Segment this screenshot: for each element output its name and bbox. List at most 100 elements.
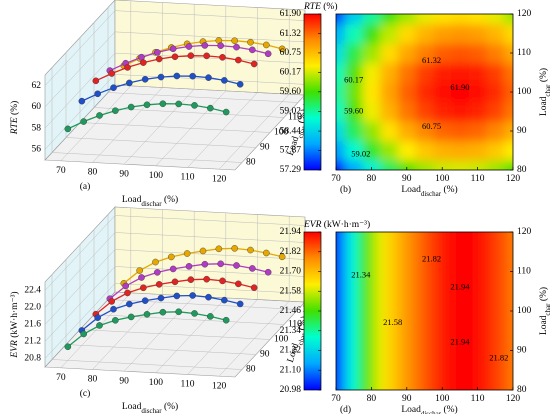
- heat-cell: [451, 160, 470, 170]
- series-marker: [247, 246, 254, 254]
- heat-cell: [336, 232, 341, 390]
- heat-cell: [336, 14, 346, 25]
- x-axis-label: Loaddischar (%): [401, 184, 457, 197]
- series-marker: [169, 45, 177, 53]
- heat-cell: [504, 82, 513, 103]
- heat-cell: [433, 14, 452, 25]
- series-marker: [278, 45, 286, 53]
- heat-cell: [380, 160, 399, 170]
- series-marker: [154, 269, 161, 276]
- colorbar-tick-label: 59.60: [280, 87, 302, 97]
- y-tick-label: 80: [517, 165, 527, 175]
- x-axis-label: Loaddischar (%): [122, 194, 178, 207]
- grid-line: [65, 137, 257, 148]
- series-marker: [154, 49, 161, 56]
- heat-cell: [468, 62, 487, 83]
- z-tick-label: 21.2: [24, 337, 41, 347]
- label-part: Load: [539, 96, 549, 116]
- series-marker: [235, 56, 242, 64]
- label-part: RTE: [303, 2, 321, 12]
- label-part: Load: [539, 315, 549, 335]
- contour-label: 21.94: [450, 337, 470, 347]
- series-marker: [175, 308, 182, 316]
- heat-cell: [344, 43, 364, 64]
- heat-cell: [486, 160, 505, 170]
- y-tick-label: 100: [517, 306, 532, 316]
- x-tick-label: 110: [181, 380, 195, 390]
- label-part: Load: [401, 185, 421, 195]
- y-tick-label: 80: [517, 385, 527, 395]
- label-part: EVR: [10, 340, 20, 359]
- heat-cell: [397, 101, 417, 122]
- series-marker: [187, 276, 195, 283]
- label-part: dischar: [141, 407, 162, 414]
- grid-line: [107, 92, 299, 103]
- label-part: dischar: [141, 200, 162, 208]
- grid-line: [114, 10, 306, 21]
- heat-cell: [380, 140, 399, 161]
- colorbar-tick-label: 21.46: [280, 306, 302, 316]
- heat-cell: [468, 23, 487, 44]
- grid-line: [51, 359, 243, 370]
- colorbar-tick-label: 57.87: [280, 146, 302, 156]
- label-part: char: [296, 125, 308, 140]
- series-marker: [152, 258, 159, 266]
- series-marker: [141, 297, 149, 304]
- series-marker: [191, 102, 198, 109]
- grid-line: [44, 52, 116, 129]
- series-marker: [263, 41, 270, 49]
- heat-cell: [380, 23, 399, 44]
- plot-area: [336, 232, 513, 390]
- y-tick-label: 100: [517, 87, 532, 97]
- x-tick-label: 90: [119, 169, 129, 179]
- colorbar-tick-label: 61.32: [280, 29, 302, 39]
- panel-label: (b): [340, 184, 351, 195]
- z-tick-label: 21.6: [24, 320, 41, 330]
- series-marker: [175, 100, 182, 108]
- series-marker: [247, 38, 254, 46]
- panel-label: (d): [340, 404, 351, 414]
- series-marker: [80, 118, 87, 125]
- colorbar-tick-label: 21.94: [280, 227, 302, 237]
- series-marker: [140, 59, 147, 66]
- series-marker: [127, 103, 135, 111]
- y-tick-label: 110: [517, 48, 531, 58]
- x-tick-label: 120: [506, 174, 521, 184]
- heat-cell: [362, 82, 381, 103]
- x-tick-label: 110: [471, 174, 485, 184]
- series-marker: [168, 253, 175, 261]
- series-marker: [155, 281, 163, 288]
- series-marker: [124, 289, 131, 297]
- heat-cell: [362, 101, 381, 122]
- heat-cell: [451, 14, 470, 25]
- label-part: EVR: [303, 220, 322, 230]
- grid-line: [93, 314, 285, 325]
- heat-cell: [336, 101, 346, 122]
- heat-cell: [362, 23, 381, 44]
- heat-cell: [499, 232, 510, 390]
- series-marker: [203, 52, 210, 60]
- heat-cell: [415, 82, 434, 103]
- y-tick-label: 90: [260, 143, 270, 153]
- grid-line: [44, 249, 116, 325]
- grid-line: [44, 74, 116, 150]
- heat-cell: [490, 232, 501, 390]
- heat-cell: [486, 82, 505, 103]
- heat-cell: [433, 101, 452, 122]
- y-tick-label: 90: [517, 126, 527, 136]
- z-axis-label: EVR (kW·h·m⁻³): [9, 291, 20, 358]
- heat-cell: [504, 62, 513, 83]
- y-tick-label: 90: [517, 346, 527, 356]
- colorbar-tick-label: 21.58: [280, 286, 302, 296]
- heat-cell: [336, 82, 346, 103]
- heat-cell: [468, 121, 487, 142]
- z-tick-label: 60: [32, 102, 42, 112]
- label-part: dischar: [421, 410, 442, 414]
- heat-cell: [504, 23, 513, 44]
- contour-label: 21.94: [450, 281, 470, 291]
- series-marker: [249, 46, 256, 54]
- heat-cell: [464, 232, 474, 390]
- heat-cell: [468, 140, 487, 161]
- x-tick-label: 100: [149, 378, 164, 388]
- heat-cell: [362, 121, 381, 142]
